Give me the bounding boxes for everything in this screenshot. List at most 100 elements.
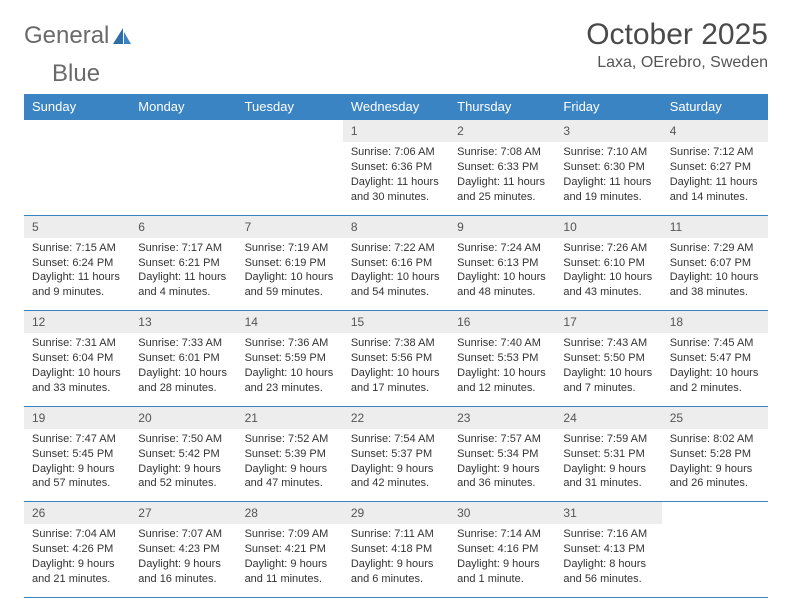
day-line: Sunrise: 7:15 AM bbox=[32, 241, 122, 256]
day-line: Sunrise: 7:54 AM bbox=[351, 432, 441, 447]
day-line: Sunset: 4:21 PM bbox=[245, 542, 335, 557]
day-number: 28 bbox=[237, 502, 343, 524]
day-line: Daylight: 9 hours and 42 minutes. bbox=[351, 462, 441, 492]
day-line: Sunset: 6:24 PM bbox=[32, 256, 122, 271]
day-content-cell: Sunrise: 7:33 AMSunset: 6:01 PMDaylight:… bbox=[130, 333, 236, 406]
day-line: Daylight: 11 hours and 19 minutes. bbox=[563, 175, 653, 205]
dayhdr-thu: Thursday bbox=[449, 94, 555, 120]
day-content: Sunrise: 7:24 AMSunset: 6:13 PMDaylight:… bbox=[449, 238, 555, 310]
week-content-row: Sunrise: 7:47 AMSunset: 5:45 PMDaylight:… bbox=[24, 429, 768, 502]
day-number: 20 bbox=[130, 407, 236, 429]
day-line: Daylight: 10 hours and 38 minutes. bbox=[670, 270, 760, 300]
week-content-row: Sunrise: 7:31 AMSunset: 6:04 PMDaylight:… bbox=[24, 333, 768, 406]
day-number-cell: 19 bbox=[24, 406, 130, 429]
day-line: Sunrise: 7:16 AM bbox=[563, 527, 653, 542]
day-line: Sunrise: 7:50 AM bbox=[138, 432, 228, 447]
day-content: Sunrise: 7:29 AMSunset: 6:07 PMDaylight:… bbox=[662, 238, 768, 310]
day-content-cell: Sunrise: 8:02 AMSunset: 5:28 PMDaylight:… bbox=[662, 429, 768, 502]
day-line: Daylight: 9 hours and 52 minutes. bbox=[138, 462, 228, 492]
week-content-row: Sunrise: 7:06 AMSunset: 6:36 PMDaylight:… bbox=[24, 142, 768, 215]
day-line: Sunrise: 7:38 AM bbox=[351, 336, 441, 351]
day-content: Sunrise: 7:19 AMSunset: 6:19 PMDaylight:… bbox=[237, 238, 343, 310]
day-number-cell: 27 bbox=[130, 502, 236, 525]
day-line: Sunrise: 7:04 AM bbox=[32, 527, 122, 542]
day-number: 10 bbox=[555, 216, 661, 238]
day-line: Sunset: 5:47 PM bbox=[670, 351, 760, 366]
day-line: Daylight: 9 hours and 31 minutes. bbox=[563, 462, 653, 492]
day-content-cell: Sunrise: 7:54 AMSunset: 5:37 PMDaylight:… bbox=[343, 429, 449, 502]
day-number-cell: 3 bbox=[555, 120, 661, 143]
day-line: Sunrise: 7:11 AM bbox=[351, 527, 441, 542]
day-line: Sunrise: 7:17 AM bbox=[138, 241, 228, 256]
day-line: Daylight: 11 hours and 14 minutes. bbox=[670, 175, 760, 205]
day-number: 30 bbox=[449, 502, 555, 524]
day-line: Sunset: 5:53 PM bbox=[457, 351, 547, 366]
day-content bbox=[237, 142, 343, 202]
day-line: Sunrise: 7:40 AM bbox=[457, 336, 547, 351]
day-line: Sunrise: 7:10 AM bbox=[563, 145, 653, 160]
day-content-cell: Sunrise: 7:40 AMSunset: 5:53 PMDaylight:… bbox=[449, 333, 555, 406]
day-line: Sunrise: 7:29 AM bbox=[670, 241, 760, 256]
week-daynum-row: 19202122232425 bbox=[24, 406, 768, 429]
day-line: Sunset: 4:16 PM bbox=[457, 542, 547, 557]
day-number: 1 bbox=[343, 120, 449, 142]
day-line: Sunset: 4:26 PM bbox=[32, 542, 122, 557]
day-number-cell: 26 bbox=[24, 502, 130, 525]
day-number-cell: 14 bbox=[237, 311, 343, 334]
day-content: Sunrise: 7:12 AMSunset: 6:27 PMDaylight:… bbox=[662, 142, 768, 214]
logo: General bbox=[24, 18, 133, 50]
day-line: Sunset: 5:50 PM bbox=[563, 351, 653, 366]
day-number: 19 bbox=[24, 407, 130, 429]
day-content-cell: Sunrise: 7:07 AMSunset: 4:23 PMDaylight:… bbox=[130, 524, 236, 596]
day-content: Sunrise: 7:36 AMSunset: 5:59 PMDaylight:… bbox=[237, 333, 343, 405]
day-content-cell: Sunrise: 7:12 AMSunset: 6:27 PMDaylight:… bbox=[662, 142, 768, 215]
day-number-cell: 5 bbox=[24, 215, 130, 238]
day-line: Sunrise: 7:31 AM bbox=[32, 336, 122, 351]
day-line: Daylight: 9 hours and 47 minutes. bbox=[245, 462, 335, 492]
day-content-cell: Sunrise: 7:36 AMSunset: 5:59 PMDaylight:… bbox=[237, 333, 343, 406]
dayhdr-sat: Saturday bbox=[662, 94, 768, 120]
day-number-cell: 29 bbox=[343, 502, 449, 525]
day-line: Sunset: 6:16 PM bbox=[351, 256, 441, 271]
day-line: Sunrise: 7:43 AM bbox=[563, 336, 653, 351]
day-line: Sunset: 6:10 PM bbox=[563, 256, 653, 271]
day-line: Daylight: 9 hours and 36 minutes. bbox=[457, 462, 547, 492]
day-content-cell: Sunrise: 7:47 AMSunset: 5:45 PMDaylight:… bbox=[24, 429, 130, 502]
day-content-cell: Sunrise: 7:43 AMSunset: 5:50 PMDaylight:… bbox=[555, 333, 661, 406]
day-number: 8 bbox=[343, 216, 449, 238]
dayhdr-mon: Monday bbox=[130, 94, 236, 120]
day-number: 24 bbox=[555, 407, 661, 429]
day-line: Sunset: 5:56 PM bbox=[351, 351, 441, 366]
day-content-cell: Sunrise: 7:57 AMSunset: 5:34 PMDaylight:… bbox=[449, 429, 555, 502]
day-line: Sunset: 6:21 PM bbox=[138, 256, 228, 271]
day-content-cell: Sunrise: 7:22 AMSunset: 6:16 PMDaylight:… bbox=[343, 238, 449, 311]
day-content: Sunrise: 7:09 AMSunset: 4:21 PMDaylight:… bbox=[237, 524, 343, 596]
day-content bbox=[662, 524, 768, 584]
day-content-cell: Sunrise: 7:11 AMSunset: 4:18 PMDaylight:… bbox=[343, 524, 449, 596]
day-number-cell: 22 bbox=[343, 406, 449, 429]
day-line: Daylight: 10 hours and 7 minutes. bbox=[563, 366, 653, 396]
day-line: Daylight: 10 hours and 17 minutes. bbox=[351, 366, 441, 396]
day-number-cell bbox=[24, 120, 130, 143]
day-content: Sunrise: 7:52 AMSunset: 5:39 PMDaylight:… bbox=[237, 429, 343, 501]
day-line: Sunrise: 7:36 AM bbox=[245, 336, 335, 351]
dayhdr-wed: Wednesday bbox=[343, 94, 449, 120]
day-number: 18 bbox=[662, 311, 768, 333]
day-number: 25 bbox=[662, 407, 768, 429]
week-content-row: Sunrise: 7:15 AMSunset: 6:24 PM Daylight:… bbox=[24, 238, 768, 311]
day-content: Sunrise: 7:04 AMSunset: 4:26 PMDaylight:… bbox=[24, 524, 130, 596]
day-content-cell: Sunrise: 7:14 AMSunset: 4:16 PMDaylight:… bbox=[449, 524, 555, 596]
day-content: Sunrise: 7:26 AMSunset: 6:10 PMDaylight:… bbox=[555, 238, 661, 310]
day-line: Daylight: 10 hours and 43 minutes. bbox=[563, 270, 653, 300]
day-content-cell: Sunrise: 7:59 AMSunset: 5:31 PMDaylight:… bbox=[555, 429, 661, 502]
day-line: Sunset: 6:07 PM bbox=[670, 256, 760, 271]
day-number-cell: 24 bbox=[555, 406, 661, 429]
day-number bbox=[662, 502, 768, 524]
page-title: October 2025 bbox=[586, 18, 768, 52]
day-content: Sunrise: 7:45 AMSunset: 5:47 PMDaylight:… bbox=[662, 333, 768, 405]
day-content: Sunrise: 7:10 AMSunset: 6:30 PMDaylight:… bbox=[555, 142, 661, 214]
day-line: Daylight: 9 hours and 11 minutes. bbox=[245, 557, 335, 587]
day-number-cell: 11 bbox=[662, 215, 768, 238]
day-line: Sunset: 5:45 PM bbox=[32, 447, 122, 462]
day-line: Sunset: 4:13 PM bbox=[563, 542, 653, 557]
